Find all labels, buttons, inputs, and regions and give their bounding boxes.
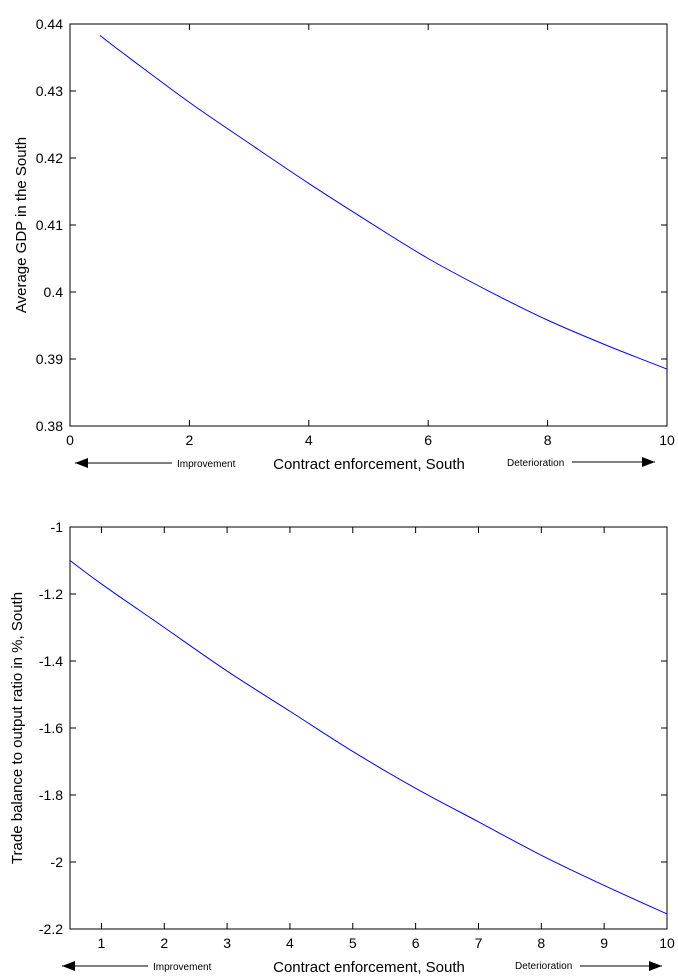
x-tick-label: 2 (160, 935, 168, 951)
deterioration-label: Deterioration (515, 961, 572, 972)
y-axis-label: Average GDP in the South (13, 137, 30, 313)
x-tick-label: 1 (98, 935, 106, 951)
x-tick-label: 5 (349, 935, 357, 951)
x-tick-label: 0 (66, 432, 74, 448)
y-tick-label: -1.4 (39, 653, 63, 669)
chart-trade-balance: 1 2 3 4 5 6 7 8 9 10 -2.2 -2 -1.8 -1.6 -1.4 -1.2 -1 Trad… (9, 519, 675, 976)
y-axis-label: Trade balance to output ratio in %, Sout… (9, 592, 26, 864)
x-tick-label: 10 (659, 432, 675, 448)
series-line (99, 34, 668, 370)
y-tick-label: -1.8 (39, 787, 63, 803)
y-tick-label: 0.38 (36, 418, 63, 434)
x-tick-label: 7 (475, 935, 483, 951)
x-tick-label: 4 (286, 935, 294, 951)
x-tick-label: 9 (600, 935, 608, 951)
y-tick-label: -2.2 (39, 921, 63, 937)
y-tick-label: -2 (51, 854, 64, 870)
x-tick-label: 3 (223, 935, 231, 951)
x-tick-label: 8 (537, 935, 545, 951)
x-tick-label: 6 (412, 935, 420, 951)
y-tick-label: -1 (51, 519, 64, 535)
x-tick-label: 6 (424, 432, 432, 448)
x-axis-label: Contract enforcement, South (273, 456, 465, 473)
improvement-arrowhead (62, 961, 75, 971)
x-tick-label: 4 (305, 432, 313, 448)
x-tick-label: 8 (544, 432, 552, 448)
y-tick-label: 0.4 (44, 284, 64, 300)
y-tick-label: -1.6 (39, 720, 63, 736)
y-tick-label: 0.44 (36, 16, 63, 32)
plot-frame (69, 23, 668, 427)
y-tick-label: 0.41 (36, 217, 63, 233)
plot-frame (69, 526, 668, 930)
x-tick-label: 2 (186, 432, 194, 448)
y-tick-label: 0.43 (36, 83, 63, 99)
series-line (69, 560, 668, 915)
y-tick-label: 0.42 (36, 150, 63, 166)
improvement-arrowhead (75, 458, 88, 468)
improvement-label: Improvement (153, 962, 212, 973)
chart-gdp: 0 2 4 6 8 10 0.38 0.39 0.4 0.41 0.42 0.43 0.44 Avera… (13, 16, 675, 473)
x-axis-label: Contract enforcement, South (273, 959, 465, 976)
deterioration-label: Deterioration (507, 458, 564, 469)
y-tick-label: -1.2 (39, 586, 63, 602)
y-tick-label: 0.39 (36, 351, 63, 367)
improvement-label: Improvement (177, 459, 236, 470)
deterioration-arrowhead (642, 457, 655, 467)
deterioration-arrowhead (649, 961, 662, 971)
x-tick-label: 10 (659, 935, 675, 951)
